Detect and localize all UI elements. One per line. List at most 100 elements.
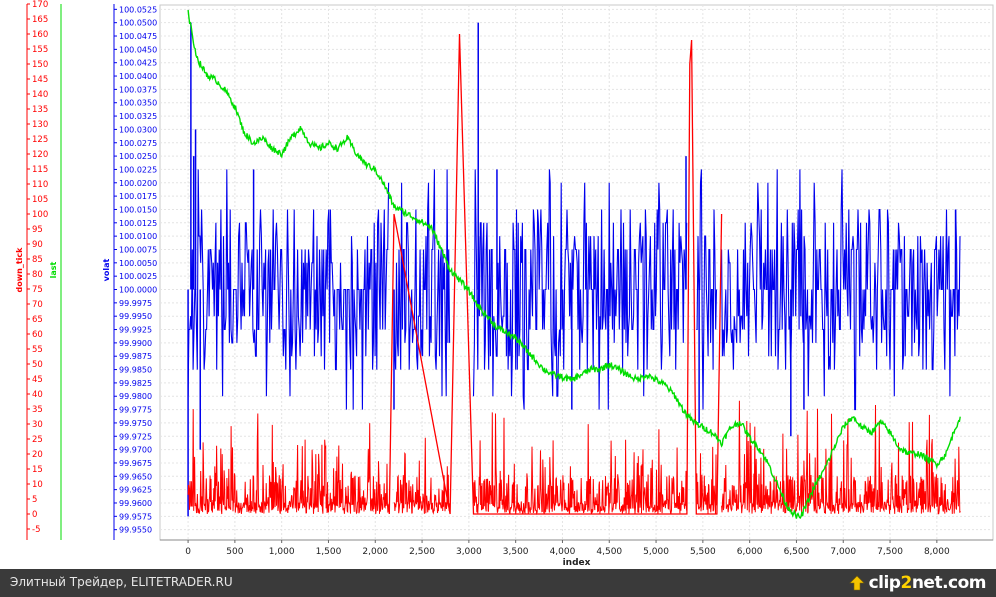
- y-tick-label: 65: [32, 315, 43, 325]
- y-tick-label: 100.0500: [119, 19, 157, 28]
- series-last: [187, 9, 961, 520]
- y-tick-label: 0: [32, 510, 37, 520]
- y-tick-label: 99.9900: [119, 339, 152, 348]
- x-tick-label: 5,500: [690, 547, 716, 557]
- y-tick-label: 99.9750: [119, 419, 152, 428]
- footer-bar: Элитный Трейдер, ELITETRADER.RU clip2net…: [0, 569, 996, 597]
- y-tick-label: 100.0225: [119, 165, 157, 174]
- y-tick-label: 170: [32, 0, 48, 10]
- x-tick-label: 4,000: [550, 547, 576, 557]
- y-axis-down_tick: -5 0 5 10 15 20 25 30 35 40 45 50 55 60 65 70 75 80 85 90 95…: [15, 0, 48, 540]
- y-tick-label: 165: [32, 15, 48, 25]
- y-tick-label: 100.0475: [119, 32, 157, 41]
- y-tick-label: 100.0525: [119, 5, 157, 14]
- down-tick-line: [187, 409, 390, 515]
- x-axis-title: index: [563, 558, 591, 568]
- brand-logo[interactable]: clip2net.com: [848, 572, 987, 594]
- x-tick-label: 3,500: [503, 547, 529, 557]
- x-tick-label: 7,500: [877, 547, 903, 557]
- y-tick-label: 70: [32, 300, 43, 310]
- y-tick-label: 100.0400: [119, 72, 157, 81]
- volat-line: [696, 169, 718, 410]
- y-tick-label: 125: [32, 135, 48, 145]
- y-tick-label: 35: [32, 405, 43, 415]
- y-tick-label: 100.0300: [119, 125, 157, 134]
- y-tick-label: 130: [32, 120, 48, 130]
- volat-line: [393, 169, 451, 397]
- brand-text-b: 2: [900, 573, 912, 593]
- y-tick-label: 80: [32, 270, 43, 280]
- y-tick-label: 99.9550: [119, 526, 152, 535]
- y-tick-label: 160: [32, 30, 48, 40]
- y-tick-label: 99.9925: [119, 326, 152, 335]
- x-axis: 0 500 1,000 1,500 2,000 2,500 3,000 3,500 4,000 4…: [160, 539, 993, 568]
- down-tick-line: [473, 412, 688, 516]
- y-tick-label: 155: [32, 45, 48, 55]
- y-tick-label: 99.9975: [119, 299, 152, 308]
- y-tick-label: 99.9650: [119, 472, 152, 481]
- y-tick-label: 99.9800: [119, 392, 152, 401]
- x-tick-label: 1,500: [316, 547, 342, 557]
- x-tick-label: 500: [226, 547, 243, 557]
- last-line: [187, 9, 961, 520]
- x-tick-label: 6,500: [784, 547, 810, 557]
- y-tick-label: 100: [32, 210, 48, 220]
- y-tick-label: 90: [32, 240, 43, 250]
- volat-line: [721, 169, 961, 411]
- y-tick-label: 115: [32, 165, 48, 175]
- y-tick-label: 85: [32, 255, 43, 265]
- x-tick-label: 0: [185, 547, 191, 557]
- x-tick-label: 8,000: [924, 547, 950, 557]
- y-tick-label: 20: [32, 450, 43, 460]
- y-tick-label: 150: [32, 60, 48, 70]
- y-tick-label: 60: [32, 330, 43, 340]
- y-tick-label: 100.0375: [119, 85, 157, 94]
- y-tick-label: 120: [32, 150, 48, 160]
- y-tick-label: 105: [32, 195, 48, 205]
- y-tick-label: 100.0425: [119, 59, 157, 68]
- y-tick-label: 100.0250: [119, 152, 157, 161]
- y-axis-title: volat: [102, 258, 111, 281]
- x-tick-label: 5,000: [643, 547, 669, 557]
- y-tick-label: 5: [32, 495, 37, 505]
- y-tick-label: 100.0350: [119, 99, 157, 108]
- y-tick-label: 100.0100: [119, 232, 157, 241]
- y-tick-label: 99.9775: [119, 406, 152, 415]
- x-tick-label: 7,000: [830, 547, 856, 557]
- y-axis-title: down_tick: [15, 247, 24, 293]
- y-tick-label: 25: [32, 435, 43, 445]
- y-tick-label: 95: [32, 225, 43, 235]
- brand-text-c: net.com: [911, 573, 987, 593]
- x-tick-label: 1,000: [269, 547, 295, 557]
- y-tick-label: 10: [32, 480, 43, 490]
- x-tick-label: 2,500: [409, 547, 435, 557]
- x-tick-label: 4,500: [596, 547, 622, 557]
- y-tick-label: 100.0050: [119, 259, 157, 268]
- y-tick-label: 30: [32, 420, 43, 430]
- y-tick-label: 100.0025: [119, 272, 157, 281]
- series-volat: [187, 22, 961, 517]
- y-tick-label: 55: [32, 345, 43, 355]
- y-tick-label: 99.9700: [119, 446, 152, 455]
- series-down-tick: [187, 33, 961, 516]
- brand-text-a: clip: [868, 573, 901, 593]
- down-tick-line: [695, 446, 718, 514]
- y-tick-label: 140: [32, 90, 48, 100]
- y-axis-volat: 99.9550 99.9575 99.9600 99.9625 99.9650 99.96…: [102, 4, 157, 540]
- x-tick-label: 6,000: [737, 547, 763, 557]
- y-tick-label: 50: [32, 360, 43, 370]
- down-tick-line: [721, 400, 961, 515]
- y-tick-label: 99.9850: [119, 366, 152, 375]
- y-tick-label: 100.0275: [119, 139, 157, 148]
- y-tick-label: 45: [32, 375, 43, 385]
- y-tick-label: 99.9950: [119, 312, 152, 321]
- brand-text: clip2net.com: [868, 573, 987, 593]
- y-tick-label: -5: [32, 525, 40, 535]
- y-tick-label: 100.0000: [119, 286, 157, 295]
- y-tick-label: 100.0325: [119, 112, 157, 121]
- down-tick-spikes: [388, 33, 723, 515]
- y-tick-label: 100.0200: [119, 179, 157, 188]
- y-tick-label: 40: [32, 390, 43, 400]
- down-tick-line: [393, 437, 451, 515]
